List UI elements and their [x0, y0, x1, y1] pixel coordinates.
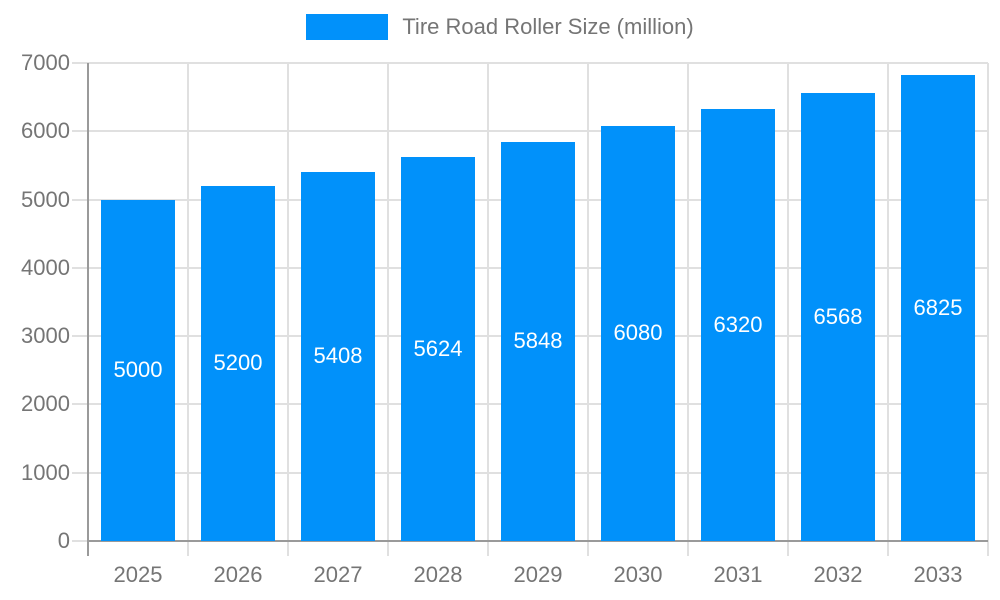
bar-2025: 5000: [101, 199, 175, 541]
x-tick-label: 2031: [713, 562, 763, 587]
h-gridline: [72, 540, 88, 542]
bar-value-label: 5848: [513, 328, 563, 354]
h-gridline: [72, 62, 988, 64]
h-gridline: [72, 130, 988, 133]
legend-swatch: [306, 14, 389, 40]
x-tick-label: 2025: [113, 562, 163, 587]
x-tick-label: 2027: [313, 562, 363, 587]
v-gridline: [987, 63, 989, 556]
bar-2031: 6320: [701, 109, 775, 541]
y-axis-line: [87, 63, 89, 556]
x-tick-label: 2032: [813, 562, 863, 587]
y-tick-label: 7000: [21, 50, 70, 75]
x-tick-label: 2033: [913, 562, 963, 587]
v-gridline: [487, 63, 489, 556]
bar-value-label: 5000: [113, 357, 163, 383]
bar-value-label: 6320: [713, 312, 763, 338]
bar-value-label: 5200: [213, 350, 263, 376]
bar-2027: 5408: [301, 171, 375, 541]
y-tick-label: 3000: [21, 323, 70, 349]
v-gridline: [287, 63, 289, 556]
v-gridline: [587, 63, 589, 556]
plot-area: 5000 5200 5408 5624 5848 6080 6320 6568 6825: [72, 62, 989, 556]
y-tick-label: 2000: [21, 391, 70, 417]
bar-value-label: 6568: [813, 303, 863, 329]
legend-item[interactable]: Tire Road Roller Size (million): [0, 14, 1000, 40]
x-tick-label: 2026: [213, 562, 263, 587]
x-tick-label: 2029: [513, 562, 563, 587]
bar-2026: 5200: [201, 185, 275, 541]
bar-2028: 5624: [401, 156, 475, 541]
y-tick-label: 5000: [21, 186, 70, 212]
bar-2032: 6568: [801, 92, 875, 541]
v-gridline: [387, 63, 389, 556]
bar-value-label: 5408: [313, 343, 363, 369]
bar-2030: 6080: [601, 125, 675, 541]
bar-value-label: 6825: [913, 294, 963, 320]
v-gridline: [187, 63, 189, 556]
legend-label: Tire Road Roller Size (million): [402, 14, 694, 39]
x-tick-label: 2028: [413, 562, 463, 587]
x-tick-label: 2030: [613, 562, 663, 587]
v-gridline: [887, 63, 889, 556]
x-axis-line: [88, 540, 988, 542]
y-tick-label: 6000: [21, 118, 70, 144]
y-tick-label: 0: [57, 528, 70, 553]
y-tick-label: 1000: [21, 459, 70, 485]
bar-value-label: 5624: [413, 335, 463, 361]
y-tick-label: 4000: [21, 254, 70, 280]
bar-2029: 5848: [501, 141, 575, 541]
v-gridline: [787, 63, 789, 556]
v-gridline: [687, 63, 689, 556]
bar-value-label: 6080: [613, 320, 663, 346]
bar-2033: 6825: [901, 74, 975, 541]
